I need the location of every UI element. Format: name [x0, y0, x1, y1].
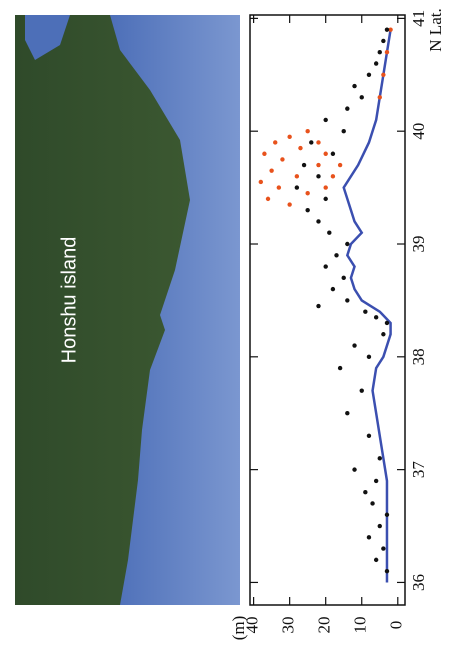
point	[384, 320, 390, 326]
point	[330, 151, 336, 156]
point	[301, 162, 307, 168]
point	[366, 354, 372, 360]
point	[345, 106, 350, 111]
point	[323, 264, 328, 269]
point	[330, 286, 336, 292]
point	[316, 162, 321, 168]
point	[363, 489, 368, 495]
point	[276, 185, 282, 190]
x-axis-title: N Lat.	[426, 8, 445, 51]
point	[381, 332, 386, 337]
point	[273, 140, 278, 145]
point	[294, 174, 300, 179]
point	[377, 50, 382, 55]
point	[305, 207, 310, 213]
y-tick-label: 0	[387, 621, 406, 630]
point	[294, 185, 300, 190]
point	[327, 230, 332, 235]
point	[359, 388, 364, 393]
point	[345, 411, 350, 416]
point	[323, 196, 328, 202]
point	[373, 61, 379, 66]
line	[342, 29, 392, 583]
point	[341, 275, 346, 281]
y-tick-label: 40	[243, 617, 262, 634]
point	[341, 128, 346, 134]
point	[305, 191, 310, 196]
point	[316, 219, 321, 224]
point	[337, 365, 343, 371]
point	[323, 151, 328, 156]
x-tick-label: 36	[409, 574, 428, 591]
point	[334, 253, 339, 258]
point	[316, 303, 321, 309]
point	[384, 512, 390, 517]
point	[345, 241, 350, 247]
point	[287, 134, 292, 140]
x-tick-label: 41	[409, 10, 428, 27]
point	[265, 196, 271, 202]
x-tick-label: 39	[409, 236, 428, 253]
point	[363, 309, 368, 314]
point	[352, 343, 357, 348]
point	[388, 27, 393, 32]
point	[384, 50, 390, 55]
point	[330, 174, 336, 179]
map: Honshu island	[15, 15, 240, 605]
point	[384, 27, 390, 32]
x-tick-label: 38	[409, 348, 428, 365]
plot-frame	[249, 14, 406, 606]
point	[370, 501, 375, 506]
y-axis-title: (m)	[229, 616, 248, 641]
map-label: Honshu island	[58, 237, 80, 364]
x-tick-label: 37	[409, 461, 428, 479]
point	[373, 478, 379, 484]
point	[287, 202, 292, 207]
point	[323, 185, 328, 190]
x-tick-label: 40	[409, 123, 428, 140]
point	[352, 83, 357, 89]
point	[258, 179, 264, 185]
point	[377, 95, 382, 100]
point	[316, 140, 321, 145]
point	[373, 557, 379, 563]
point	[337, 162, 343, 168]
y-tick-label: 30	[279, 617, 298, 634]
y-tick-label: 10	[351, 617, 370, 634]
point	[316, 174, 321, 179]
point	[366, 433, 372, 438]
point	[366, 72, 372, 77]
point	[366, 535, 372, 540]
point	[323, 117, 328, 123]
point	[280, 157, 285, 162]
sea	[110, 15, 240, 605]
y-tick-label: 20	[315, 617, 334, 634]
point	[381, 546, 386, 551]
point	[384, 568, 390, 574]
point	[377, 456, 382, 461]
point	[305, 128, 310, 134]
point	[381, 38, 386, 44]
point	[352, 467, 357, 472]
point	[309, 140, 314, 145]
point	[377, 523, 382, 529]
point	[381, 72, 386, 77]
point	[298, 145, 303, 151]
point	[262, 151, 267, 156]
point	[359, 95, 364, 100]
bay	[25, 15, 70, 60]
point	[269, 168, 274, 173]
point	[345, 298, 350, 303]
point	[373, 315, 379, 320]
